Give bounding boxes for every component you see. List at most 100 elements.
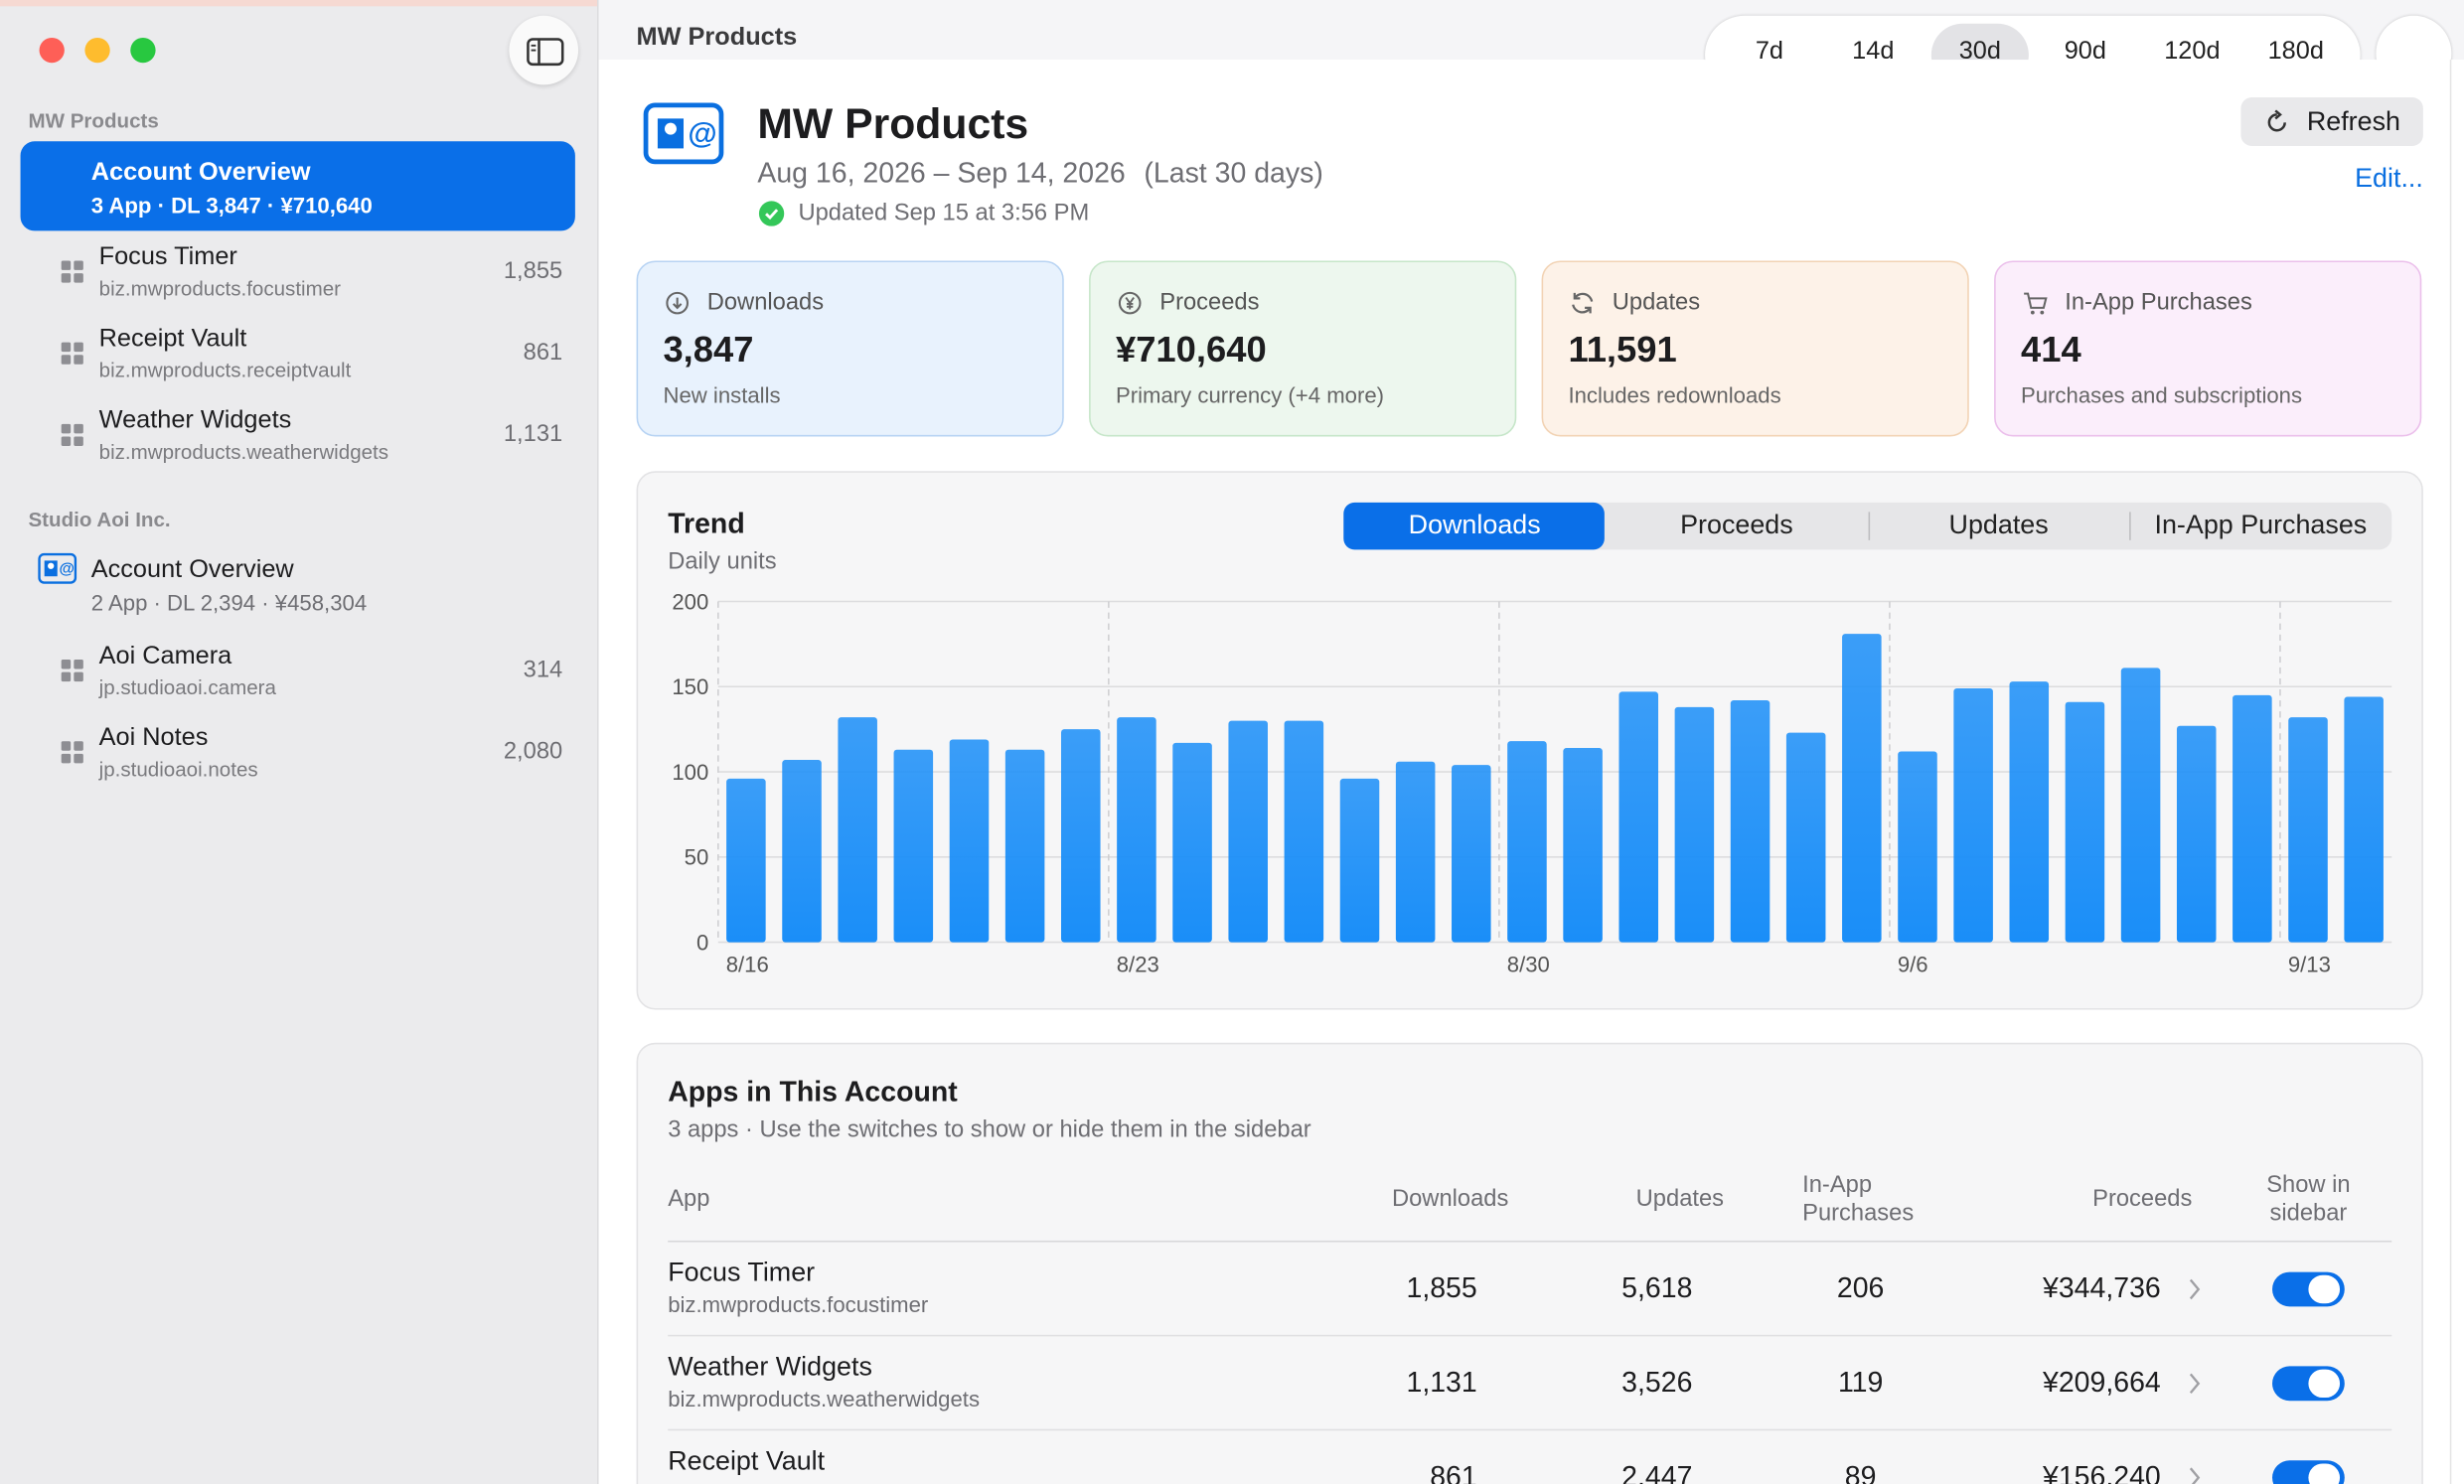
group-title: MW Products [28, 108, 159, 133]
window-control[interactable] [130, 37, 156, 64]
app-name[interactable]: Weather Widgets [668, 1351, 872, 1382]
app-icon [61, 423, 83, 446]
card-note: Includes redownloads [1568, 382, 1781, 408]
y-tick-label: 150 [672, 674, 708, 699]
card-value: ¥710,640 [1115, 328, 1267, 370]
column-header: Downloads [1391, 1185, 1509, 1213]
cell-downloads: 1,131 [1406, 1366, 1477, 1399]
sidebar-item-selected[interactable] [20, 141, 575, 231]
account-icon: @ [643, 102, 724, 165]
x-tick-label: 8/30 [1507, 953, 1550, 977]
column-header: Updates [1635, 1185, 1725, 1213]
bar [1004, 749, 1045, 943]
bar [1507, 741, 1547, 943]
refresh-label[interactable]: Refresh [2306, 106, 2400, 137]
refresh-button[interactable] [2240, 97, 2423, 147]
app-name[interactable]: Aoi Camera [98, 643, 232, 670]
sidebar-toggle[interactable] [509, 15, 579, 85]
row-rule [668, 1428, 2392, 1431]
switch-knob [2308, 1369, 2341, 1399]
window-title: MW Products [636, 24, 798, 52]
sidebar [0, 0, 599, 1484]
app-name[interactable]: Receipt Vault [98, 325, 247, 353]
right-edge [2449, 60, 2464, 1484]
app-icon [61, 342, 83, 365]
app-icon [61, 741, 83, 764]
metric-tab[interactable]: Downloads [1408, 510, 1541, 540]
updated: Updated Sep 15 at 3:56 PM [798, 199, 1090, 226]
bar [782, 760, 822, 943]
group-title: Studio Aoi Inc. [28, 507, 171, 531]
app-icon [61, 260, 83, 283]
row-chevron [2189, 1278, 2201, 1300]
overview-name[interactable]: Account Overview [90, 159, 311, 187]
header-title: MW Products [757, 99, 1029, 148]
bar [1674, 706, 1715, 943]
card-label: Downloads [706, 288, 825, 316]
bar [1730, 699, 1771, 943]
account-icon: @ [38, 552, 77, 584]
card-icon [2024, 292, 2048, 315]
tab-separator [2129, 512, 2132, 540]
range-note: (Last 30 days) [1144, 157, 1323, 190]
app-name[interactable]: Weather Widgets [98, 407, 292, 434]
apps-panel [636, 1042, 2423, 1484]
svg-text:@: @ [60, 560, 75, 577]
bar [1339, 778, 1380, 943]
svg-text:@: @ [688, 117, 716, 150]
window-control[interactable] [84, 37, 110, 64]
x-tick-label: 9/6 [1898, 953, 1928, 977]
app-name[interactable]: Focus Timer [98, 243, 237, 271]
card-value: 11,591 [1568, 328, 1677, 370]
metric-tab[interactable]: In-App Purchases [2154, 510, 2368, 540]
bar [949, 739, 990, 943]
card-note: New installs [663, 382, 781, 408]
bar [1953, 687, 1993, 943]
bar [1117, 717, 1156, 943]
bar [1618, 691, 1659, 943]
edit-link[interactable]: Edit... [2355, 163, 2423, 194]
table-subtitle: 3 apps · Use the switches to show or hid… [668, 1116, 1311, 1143]
cell-iap: 206 [1836, 1271, 1885, 1304]
window-control[interactable] [39, 37, 65, 64]
stat-card [1994, 260, 2422, 437]
cell-updates: 2,447 [1621, 1460, 1693, 1484]
x-tick-label: 8/23 [1117, 953, 1159, 977]
cell-proceeds: ¥209,664 [2042, 1366, 2161, 1399]
cell-updates: 5,618 [1621, 1271, 1693, 1304]
switch-knob [2308, 1274, 2341, 1304]
card-note: Primary currency (+4 more) [1115, 382, 1385, 408]
app-downloads: 861 [523, 339, 563, 367]
stat-card [636, 260, 1064, 437]
column-header: Show in sidebar [2266, 1171, 2351, 1227]
x-tick-label: 8/16 [726, 953, 769, 977]
bar [1172, 742, 1212, 943]
bar [2233, 694, 2272, 943]
column-header: Proceeds [2092, 1185, 2193, 1213]
column-header: In-App Purchases [1802, 1171, 1915, 1227]
overview-name[interactable]: Account Overview [90, 556, 294, 584]
switch-knob [2308, 1463, 2341, 1484]
app-downloads: 2,080 [503, 738, 563, 765]
y-tick-label: 100 [672, 760, 708, 785]
metric-tab[interactable]: Updates [1948, 510, 2049, 540]
app-downloads: 1,131 [503, 420, 563, 448]
y-tick-label: 0 [696, 930, 708, 955]
y-tick-label: 50 [685, 845, 709, 870]
sidebar-toggle-icon [527, 38, 564, 67]
metric-tab[interactable]: Proceeds [1680, 510, 1793, 540]
bar [2120, 668, 2161, 943]
card-icon [1572, 292, 1594, 314]
app-name[interactable]: Focus Timer [668, 1258, 816, 1288]
app-name[interactable]: Aoi Notes [98, 724, 209, 752]
bar [1898, 751, 1937, 943]
app-downloads: 1,855 [503, 257, 563, 285]
status-icon [758, 201, 785, 226]
bar [893, 749, 934, 943]
card-icon [666, 291, 689, 315]
bar [1452, 765, 1491, 943]
app-name[interactable]: Receipt Vault [668, 1445, 826, 1476]
stat-card [1541, 260, 1969, 437]
